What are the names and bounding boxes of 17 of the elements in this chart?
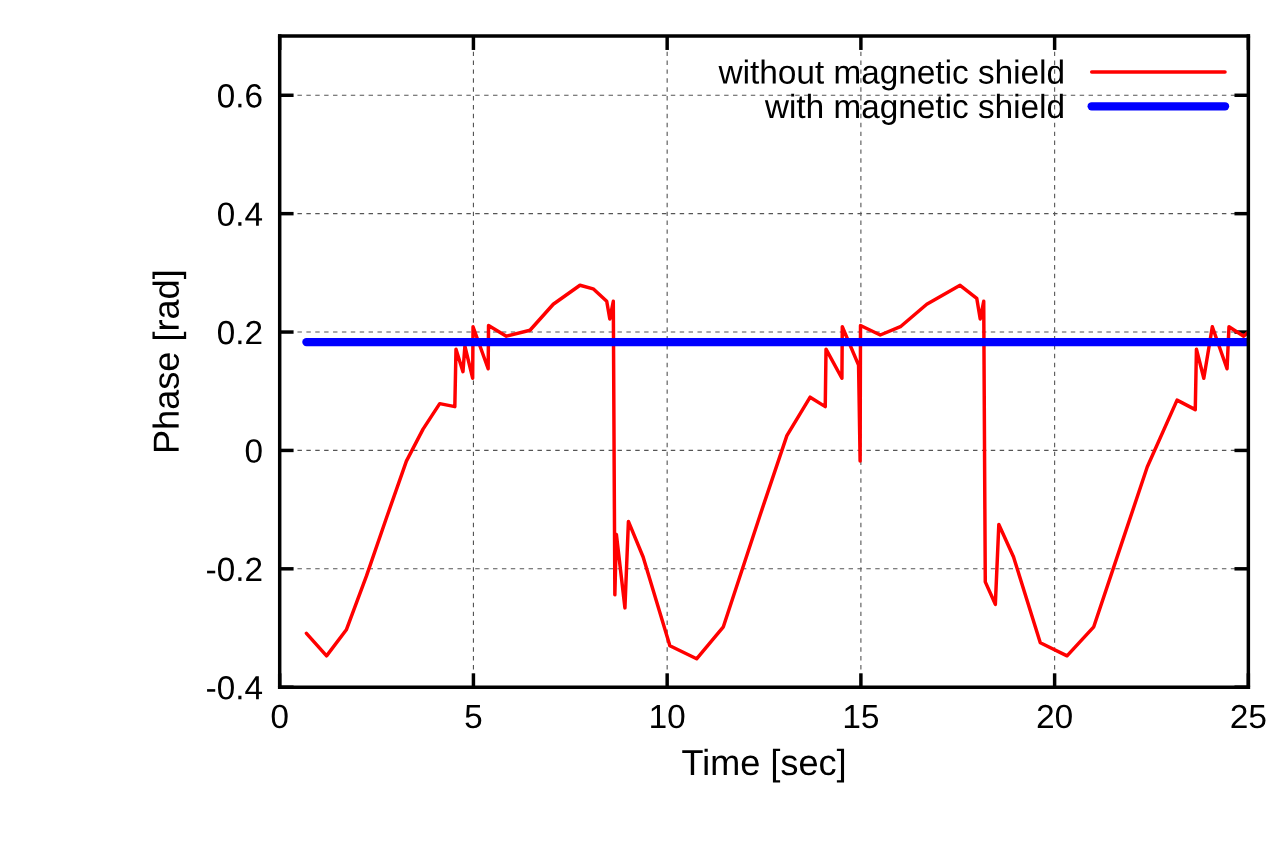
y-tick-label: -0.2 [207,557,262,582]
y-tick-label: -0.4 [207,676,263,700]
x-tick-label: 0 [271,704,288,729]
y-tick-label: 0.6 [218,84,262,108]
x-tick-label: 5 [465,705,482,729]
legend-label: without magnetic shield [718,59,1063,91]
y-tick-label: 0 [245,439,262,463]
x-tick-label: 15 [844,705,879,729]
line-series [304,283,1249,661]
y-tick-label: 0.4 [218,202,263,227]
x-tick-label: 20 [1037,704,1072,729]
x-tick-label: 10 [651,704,685,729]
x-tick-label: 25 [1231,704,1266,729]
x-axis-title: Time [sec] [682,748,845,783]
y-tick-label: 0.2 [218,320,262,345]
y-axis-title: Phase [rad] [152,271,187,452]
legend-label: with magnetic shield [764,93,1063,125]
